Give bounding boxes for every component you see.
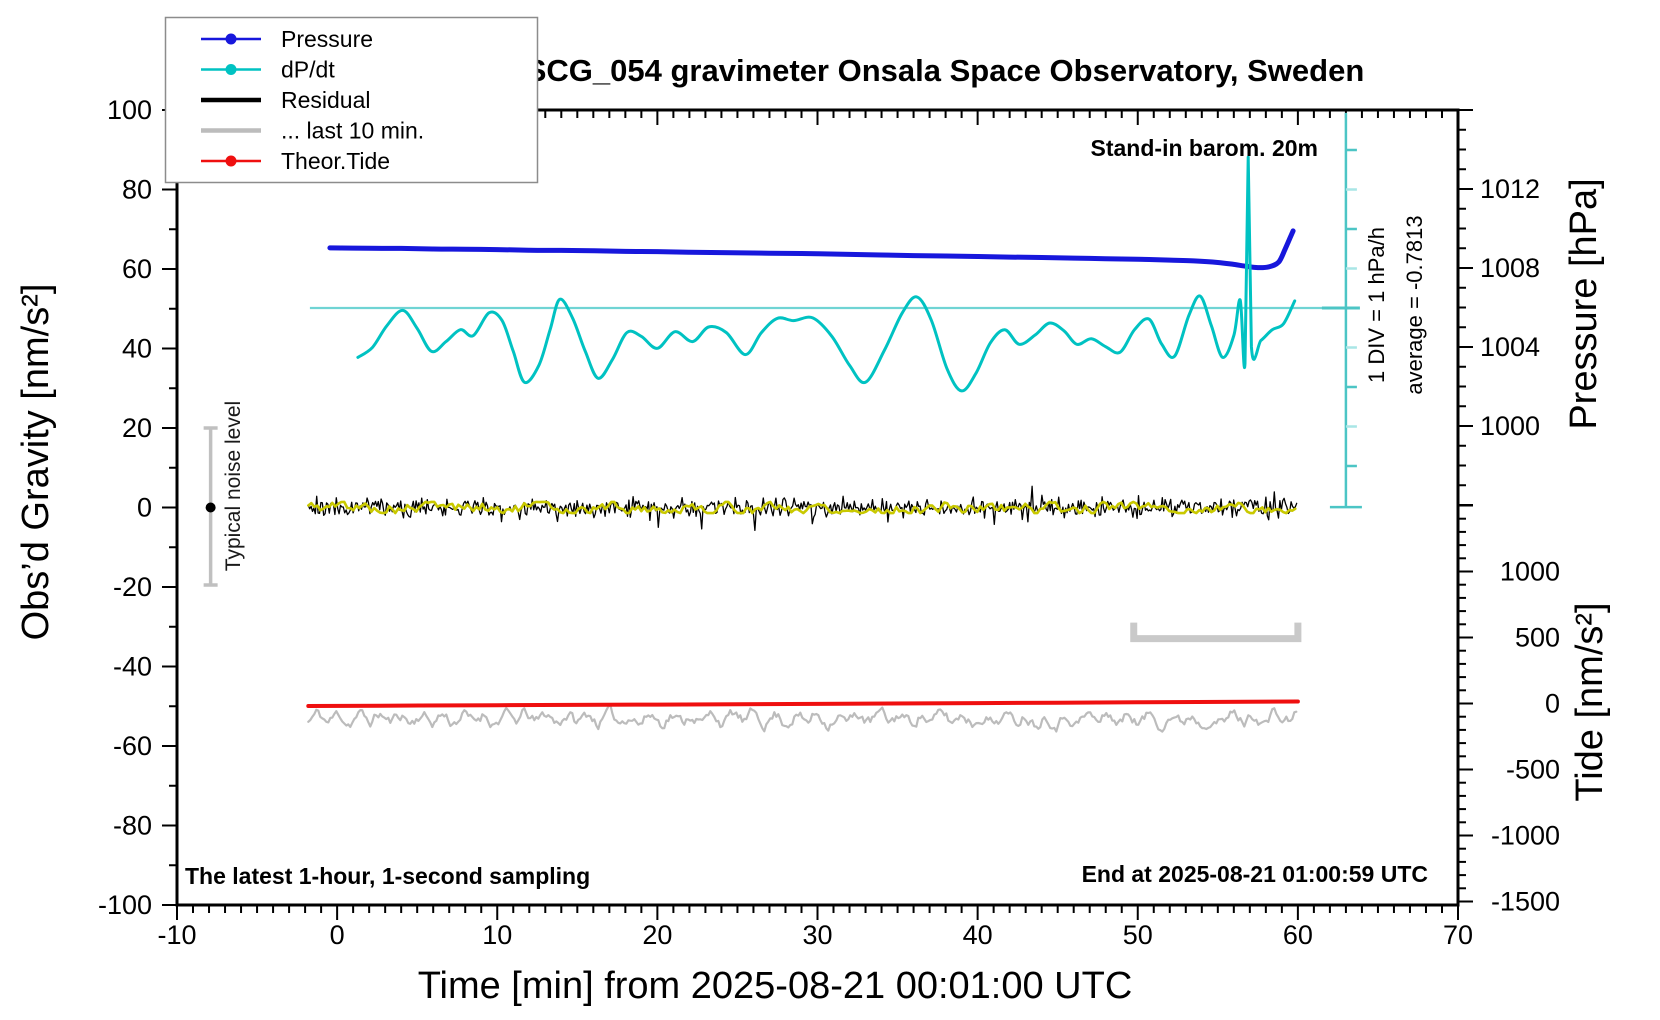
legend-dot	[225, 155, 237, 167]
tide-tick-label: -1500	[1491, 887, 1560, 917]
x-tick-label: 20	[642, 920, 672, 950]
x-tick-label: 10	[482, 920, 512, 950]
residual-smoothed-trace	[307, 500, 1297, 515]
tide-tick-label: -500	[1506, 755, 1560, 785]
x-axis-title: Time [min] from 2025-08-21 00:01:00 UTC	[418, 965, 1133, 1007]
gravity-tick-label: -60	[113, 731, 152, 761]
typical-noise-label: Typical noise level	[222, 401, 245, 571]
pressure-tick-label: 1012	[1480, 174, 1540, 204]
legend-item: Residual	[201, 87, 371, 113]
x-tick-label: 0	[330, 920, 345, 950]
pressure-tick-label: 1008	[1480, 253, 1540, 283]
tide-axis-title: Tide [nm/s²]	[1569, 602, 1611, 801]
tide-tick-label: 0	[1545, 689, 1560, 719]
legend-item-label: Theor.Tide	[281, 148, 390, 174]
left-axis-title: Obs’d Gravity [nm/s²]	[15, 284, 57, 641]
x-tick-label: -10	[157, 920, 196, 950]
pressure-axis-title: Pressure [hPa]	[1563, 178, 1605, 429]
pressure-curve	[327, 228, 1296, 271]
noise-errorbar-dot	[205, 502, 216, 513]
chart-title: SCG_054 gravimeter Onsala Space Observat…	[526, 53, 1365, 88]
pressure-tick-label: 1000	[1480, 411, 1540, 441]
theor-tide-curve	[306, 699, 1300, 708]
plot-frame	[175, 108, 1460, 907]
x-tick-label: 60	[1283, 920, 1313, 950]
gravity-tick-label: -20	[113, 572, 152, 602]
legend-item-label: Pressure	[281, 26, 373, 52]
gravity-tick-label: 80	[122, 175, 152, 205]
x-tick-label: 50	[1123, 920, 1153, 950]
pressure-tick-label: 1004	[1480, 332, 1540, 362]
end-time-note: End at 2025-08-21 01:00:59 UTC	[1082, 861, 1428, 887]
legend-item: Pressure	[201, 26, 373, 52]
sampling-note: The latest 1-hour, 1-second sampling	[185, 863, 590, 889]
legend-item-label: dP/dt	[281, 57, 335, 83]
x-tick-label: 30	[802, 920, 832, 950]
tide-tick-label: 500	[1515, 623, 1560, 653]
residual-trace	[307, 485, 1298, 532]
reference-marks	[203, 112, 1362, 643]
gravity-tick-label: -40	[113, 652, 152, 682]
legend: Pressure dP/dt Residual ... last 10 min. The…	[164, 16, 539, 184]
gravity-tick-label: 40	[122, 334, 152, 364]
legend-dot	[225, 33, 237, 45]
dpdt-curve	[356, 155, 1297, 393]
axes: -10 0 10 20 30 40 50 60 70100806040200-20-40-60-…	[98, 95, 1560, 950]
gravity-tick-label: 100	[107, 95, 152, 125]
legend-item-label: ... last 10 min.	[281, 118, 424, 144]
legend-dot	[225, 64, 237, 75]
series-layer	[306, 155, 1300, 733]
gravity-tick-label: -80	[113, 811, 152, 841]
last10-bracket	[1130, 622, 1302, 643]
average-note: average = -0.7813	[1402, 215, 1427, 394]
legend-item: ... last 10 min.	[201, 118, 424, 144]
div-scale-note: 1 DIV = 1 hPa/h	[1364, 227, 1389, 383]
tide-tick-label: -1000	[1491, 821, 1560, 851]
x-tick-label: 70	[1443, 920, 1473, 950]
legend-item-label: Residual	[281, 87, 371, 113]
x-tick-label: 40	[963, 920, 993, 950]
standin-barometer-note: Stand-in barom. 20m	[1091, 135, 1318, 161]
last-10-min-trace	[307, 703, 1298, 733]
legend-item: Theor.Tide	[201, 148, 390, 174]
gravity-tick-label: 0	[137, 493, 152, 523]
gravity-tick-label: 20	[122, 413, 152, 443]
legend-item: dP/dt	[201, 57, 335, 83]
gravity-tick-label: -100	[98, 890, 152, 920]
gravity-tick-label: 60	[122, 254, 152, 284]
tide-tick-label: 1000	[1500, 557, 1560, 587]
